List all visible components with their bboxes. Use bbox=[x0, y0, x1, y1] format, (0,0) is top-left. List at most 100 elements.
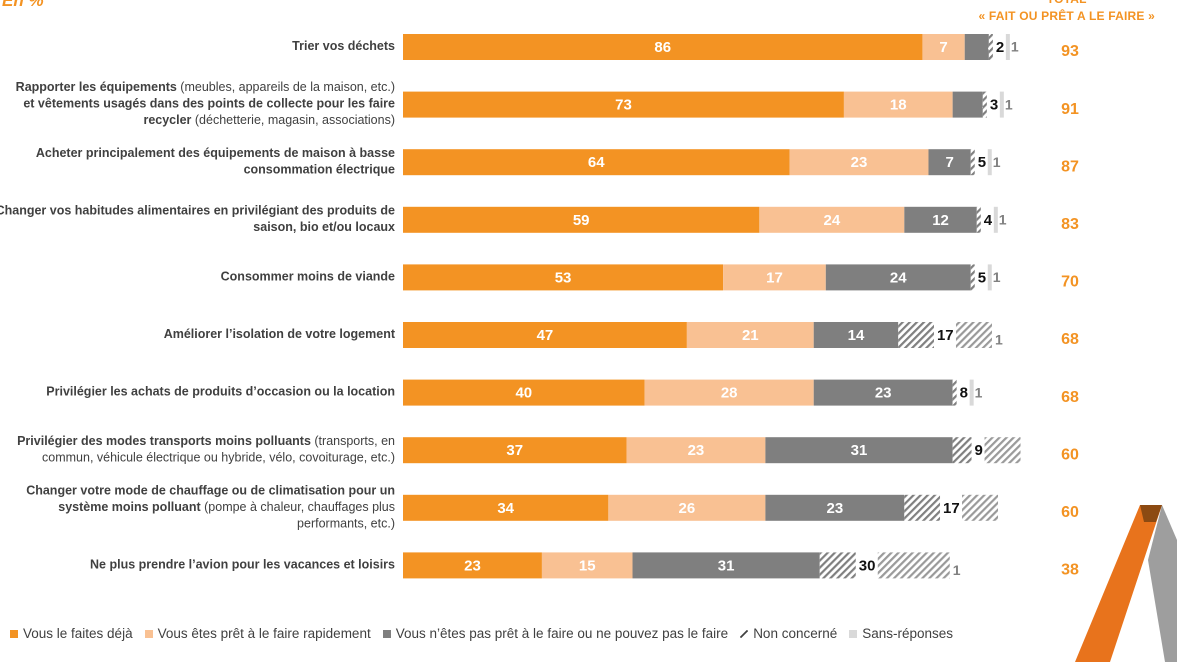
data-label-deja: 86 bbox=[654, 39, 671, 56]
bar-segment-sans_reponse bbox=[984, 437, 1021, 464]
corner-logo bbox=[1075, 505, 1177, 662]
bar-segment-pret bbox=[644, 379, 814, 406]
data-label-sans_reponse: 1 bbox=[953, 562, 961, 578]
data-label-pret: 28 bbox=[721, 385, 738, 402]
category-label-segment: Acheter principalement des équipements d… bbox=[36, 146, 395, 160]
data-label-non_concerne: 5 bbox=[978, 269, 986, 286]
category-label-9-line-3: performants, etc.) bbox=[297, 517, 395, 531]
bar-segment-deja bbox=[403, 437, 627, 464]
data-label-pas_pret: 31 bbox=[718, 557, 735, 574]
legend-swatch-pret bbox=[144, 629, 153, 638]
data-label-sans_reponse: 1 bbox=[993, 154, 1001, 170]
bar-segment-pret bbox=[608, 494, 766, 521]
bar-segment-sans_reponse bbox=[987, 264, 992, 291]
data-label-non_concerne: 5 bbox=[978, 154, 986, 171]
bar-segment-pas_pret bbox=[813, 379, 953, 406]
bar-segment-non_concerne bbox=[988, 34, 993, 60]
chart-legend: Vous le faites déjà Vous êtes prêt à le … bbox=[10, 626, 965, 641]
legend-swatch-deja bbox=[10, 629, 18, 638]
bar-segment-sans_reponse bbox=[999, 91, 1004, 118]
category-label-segment: Améliorer l’isolation de votre logement bbox=[164, 327, 396, 341]
category-label-segment: saison, bio et/ou locaux bbox=[253, 220, 395, 234]
category-label-segment: performants, etc.) bbox=[297, 517, 395, 531]
category-label-segment: (meubles, appareils de la maison, etc.) bbox=[177, 80, 395, 94]
legend-label-pas-pret: Vous n’êtes pas prêt à le faire ou ne po… bbox=[395, 626, 729, 641]
bar-segment-sans_reponse bbox=[955, 322, 992, 348]
category-label-segment: Rapporter les équipements bbox=[16, 80, 177, 94]
data-label-sans_reponse: 1 bbox=[1005, 96, 1013, 112]
legend-label-sans-reponse: Sans-réponses bbox=[862, 626, 954, 641]
total-value-9: 60 bbox=[1061, 504, 1079, 521]
category-label-segment: recycler bbox=[143, 113, 191, 127]
category-label-2-line-2: et vêtements usagés dans des points de c… bbox=[23, 97, 395, 111]
data-label-pas_pret: 23 bbox=[875, 385, 892, 402]
bar-segment-non_concerne bbox=[898, 322, 934, 348]
category-label-3-line-2: consommation électrique bbox=[244, 163, 395, 177]
category-label-8-line-2: commun, véhicule électrique ou hybride, … bbox=[42, 451, 395, 465]
category-label-segment: (pompe à chaleur, chauffages plus bbox=[201, 500, 395, 514]
category-label-8-line-1: Privilégier des modes transports moins p… bbox=[17, 434, 395, 448]
total-value-10: 38 bbox=[1061, 562, 1079, 579]
data-label-non_concerne: 30 bbox=[859, 557, 876, 574]
bar-segment-pas_pret bbox=[632, 552, 820, 579]
legend-label-non-concerne: Non concerné bbox=[753, 626, 838, 641]
data-label-pas_pret: 12 bbox=[932, 212, 949, 229]
data-label-non_concerne: 8 bbox=[960, 385, 968, 402]
category-label-segment: Privilégier des modes transports moins p… bbox=[17, 434, 311, 448]
bar-segment-deja bbox=[403, 206, 760, 233]
legend-swatch-sans-reponse bbox=[849, 629, 858, 638]
logo-gray-stroke bbox=[1148, 505, 1177, 662]
bar-row-1: Trier vos déchets86742193 bbox=[292, 34, 1079, 60]
bar-segment-non_concerne bbox=[952, 379, 957, 406]
category-label-1-line-1: Trier vos déchets bbox=[292, 39, 395, 53]
total-value-5: 70 bbox=[1061, 274, 1079, 291]
bar-row-3: Acheter principalement des équipements d… bbox=[36, 146, 1079, 177]
category-label-segment: et vêtements usagés dans des points de c… bbox=[23, 97, 395, 111]
bar-segment-pas_pret bbox=[928, 149, 971, 176]
bars-layer: Trier vos déchets86742193Rapporter les é… bbox=[0, 34, 1079, 579]
data-label-pret: 7 bbox=[939, 39, 947, 56]
bar-segment-deja bbox=[403, 264, 724, 291]
bar-row-9: Changer votre mode de chauffage ou de cl… bbox=[26, 484, 1079, 531]
bar-segment-sans_reponse bbox=[969, 379, 974, 406]
bar-segment-sans_reponse bbox=[962, 494, 999, 521]
legend-item-pret: Vous êtes prêt à le faire rapidement bbox=[144, 626, 371, 641]
data-label-sans_reponse: 1 bbox=[993, 269, 1001, 285]
bar-segment-pret bbox=[723, 264, 826, 291]
bar-row-8: Privilégier des modes transports moins p… bbox=[17, 434, 1079, 465]
bar-segment-pret bbox=[789, 149, 929, 176]
logo-orange-stroke bbox=[1075, 505, 1162, 662]
data-label-non_concerne: 2 bbox=[996, 39, 1004, 56]
data-label-pret: 23 bbox=[851, 154, 868, 171]
data-label-deja: 64 bbox=[588, 154, 605, 171]
bar-segment-pret bbox=[922, 34, 965, 60]
total-value-6: 68 bbox=[1061, 331, 1079, 348]
data-label-pret: 21 bbox=[742, 327, 759, 344]
legend-label-deja: Vous le faites déjà bbox=[23, 626, 133, 641]
bar-segment-non_concerne bbox=[904, 494, 941, 521]
bar-segment-non_concerne bbox=[819, 552, 856, 579]
data-label-pas_pret: 24 bbox=[890, 269, 907, 286]
category-label-segment: Ne plus prendre l’avion pour les vacance… bbox=[90, 558, 395, 572]
total-value-1: 93 bbox=[1061, 43, 1079, 60]
category-label-7-line-1: Privilégier les achats de produits d’occ… bbox=[46, 385, 395, 399]
bar-segment-pas_pret bbox=[964, 34, 989, 60]
bar-segment-pas_pret bbox=[952, 91, 983, 118]
data-label-deja: 23 bbox=[464, 557, 481, 574]
total-value-3: 87 bbox=[1061, 158, 1079, 175]
bar-segment-non_concerne bbox=[970, 149, 975, 176]
logo-dark-tip bbox=[1140, 505, 1162, 522]
bar-row-7: Privilégier les achats de produits d’occ… bbox=[46, 379, 1079, 406]
bar-segment-pret bbox=[686, 322, 814, 348]
data-label-pas_pret: 7 bbox=[945, 154, 953, 171]
bar-segment-pret bbox=[759, 206, 905, 233]
bar-row-2: Rapporter les équipements (meubles, appa… bbox=[16, 80, 1079, 127]
bar-segment-sans_reponse bbox=[987, 149, 992, 176]
category-label-5-line-1: Consommer moins de viande bbox=[221, 270, 395, 284]
data-label-pas_pret: 31 bbox=[851, 442, 868, 459]
data-label-non_concerne: 4 bbox=[984, 212, 993, 229]
bar-segment-deja bbox=[403, 91, 844, 118]
data-label-deja: 34 bbox=[497, 500, 514, 517]
category-label-2-line-1: Rapporter les équipements (meubles, appa… bbox=[16, 80, 395, 94]
